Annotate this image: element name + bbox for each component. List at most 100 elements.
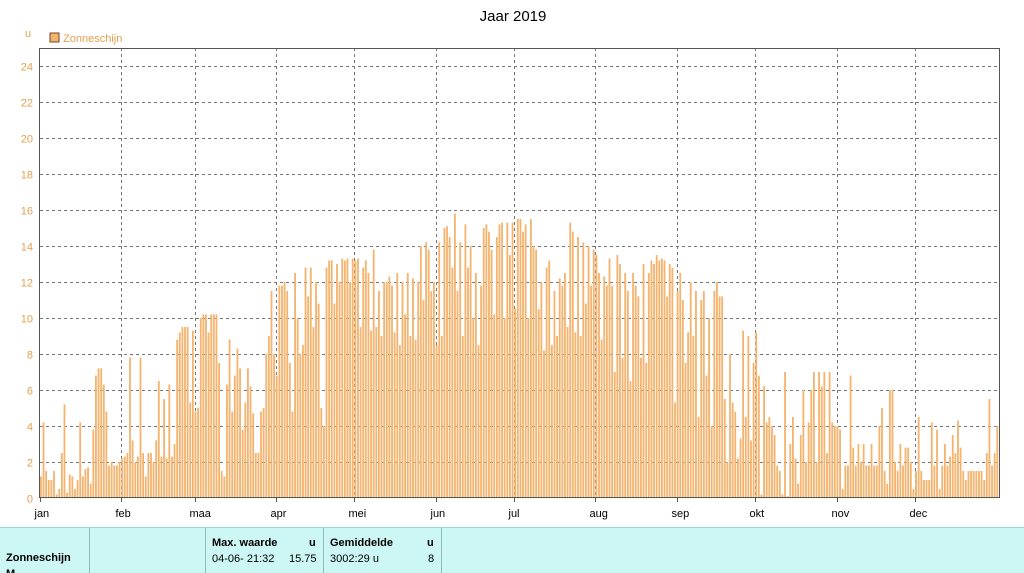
bar: [608, 258, 611, 498]
stats-row-label-2: M: [6, 568, 15, 573]
bar: [571, 231, 574, 498]
x-tick-label: feb: [116, 508, 131, 520]
bar: [938, 489, 941, 498]
bar: [134, 462, 137, 498]
bar: [823, 372, 826, 498]
bar: [89, 483, 92, 498]
bar: [430, 291, 433, 498]
bar: [957, 420, 959, 498]
bar: [598, 273, 600, 498]
bar: [655, 255, 658, 498]
bar: [53, 471, 55, 498]
bar: [485, 224, 488, 498]
bar: [933, 465, 936, 498]
bar: [629, 381, 632, 498]
bar: [262, 408, 265, 498]
bar: [967, 471, 970, 498]
bar: [917, 417, 920, 498]
bar: [474, 273, 477, 498]
bar: [841, 489, 844, 498]
bar: [472, 318, 475, 498]
bar: [716, 282, 718, 498]
bar: [970, 471, 972, 498]
bar: [97, 368, 100, 498]
bar: [794, 458, 797, 498]
bar: [792, 417, 794, 498]
y-axis-unit: u: [25, 28, 31, 40]
bar: [524, 224, 527, 498]
bar: [587, 246, 590, 498]
bar: [637, 296, 640, 498]
bar: [645, 363, 648, 498]
bar: [231, 411, 234, 498]
stats-max-column: Max. waarde u 04-06- 21:32 15.75: [206, 528, 324, 573]
x-tick-label: mei: [349, 508, 367, 520]
bar: [464, 224, 467, 498]
bar: [755, 332, 758, 498]
y-tick-label: 22: [21, 98, 33, 110]
bar: [616, 255, 619, 498]
bar: [771, 426, 773, 498]
bar: [621, 357, 624, 498]
bar: [964, 480, 967, 498]
bar: [543, 350, 545, 498]
avg-unit: u: [427, 537, 434, 549]
bar: [511, 222, 514, 498]
bar: [878, 426, 881, 498]
bar: [115, 465, 118, 498]
bar: [532, 246, 535, 498]
bar: [949, 456, 952, 498]
bar: [506, 222, 509, 498]
x-tick-label: aug: [590, 508, 608, 520]
bar: [585, 303, 587, 498]
y-tick-label: 8: [27, 350, 33, 362]
bar: [427, 249, 430, 498]
bar: [705, 375, 708, 498]
bar: [978, 471, 980, 498]
bar: [553, 291, 556, 498]
bar: [357, 258, 359, 498]
bar: [807, 422, 810, 498]
bar: [695, 291, 697, 498]
bar: [118, 462, 121, 498]
bar: [519, 219, 522, 498]
bar: [556, 336, 558, 498]
bar: [566, 327, 569, 498]
bar: [739, 438, 742, 498]
grid: [40, 48, 999, 498]
avg-total: 3002:29 u: [330, 553, 379, 565]
bar: [781, 494, 784, 498]
bar: [603, 276, 606, 498]
x-tick-label: dec: [910, 508, 928, 520]
bar: [126, 453, 129, 498]
bar: [364, 260, 367, 498]
bar: [912, 489, 915, 498]
avg-header: Gemiddelde: [330, 537, 393, 549]
x-tick-labels: jan feb maa apr mei jun jul aug sep okt nov dec: [34, 498, 928, 520]
bar: [784, 372, 786, 498]
bar: [991, 465, 993, 498]
bar: [742, 330, 745, 498]
bar: [993, 453, 996, 498]
bar: [592, 249, 595, 498]
bar: [338, 282, 341, 498]
bar: [95, 375, 97, 498]
y-tick-label: 2: [27, 458, 33, 470]
bar: [789, 444, 792, 498]
bar: [988, 399, 991, 498]
bar: [288, 363, 291, 498]
bar: [815, 462, 818, 498]
bar: [498, 224, 501, 498]
bar: [668, 264, 671, 498]
bar: [702, 291, 705, 498]
bar: [81, 476, 84, 498]
bar: [181, 327, 184, 498]
x-tick-label: sep: [672, 508, 690, 520]
bar: [726, 462, 729, 498]
bar: [768, 417, 771, 498]
bar: [378, 291, 380, 498]
bar: [404, 314, 407, 498]
bar: [579, 336, 582, 498]
bar: [372, 249, 375, 498]
